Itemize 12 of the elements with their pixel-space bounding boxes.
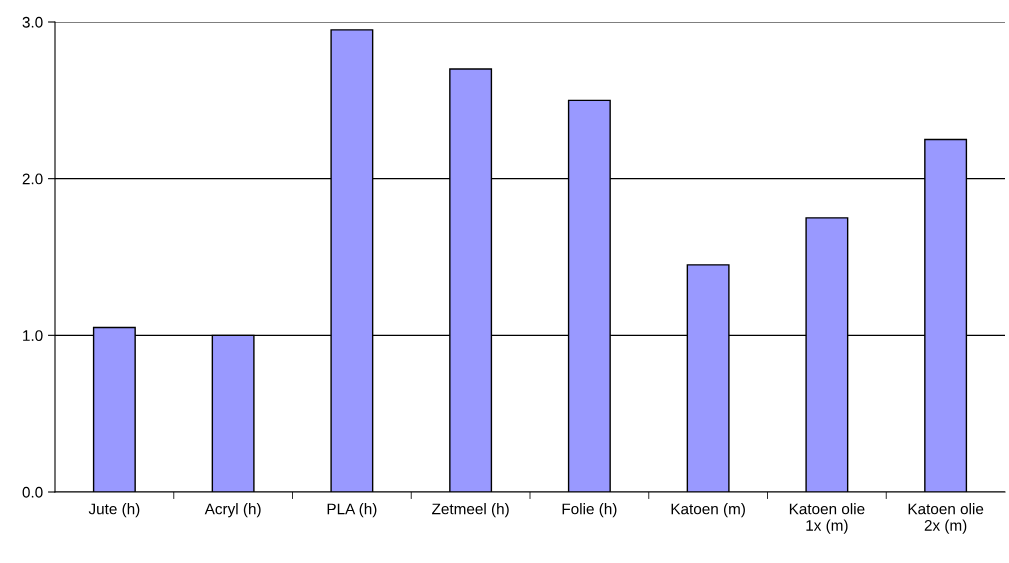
x-tick-label: PLA (h) — [327, 503, 377, 518]
y-tick-label: 1.0 — [23, 330, 43, 342]
x-tick-label: Folie (h) — [562, 503, 617, 518]
x-tick-label: Zetmeel (h) — [432, 503, 509, 518]
x-tick-label: Acryl (h) — [204, 503, 261, 518]
y-tick-label: 2.0 — [22, 173, 43, 185]
x-tick-label: Katoen (m) — [671, 503, 745, 518]
x-tick-label: Katoen olie 2x (m) — [908, 503, 984, 534]
y-tick-label: 0.0 — [22, 486, 43, 498]
x-tick-label: Jute (h) — [88, 503, 140, 518]
y-tick-label: 3.0 — [22, 16, 43, 28]
x-tick-label: Katoen olie 1x (m) — [789, 503, 865, 534]
